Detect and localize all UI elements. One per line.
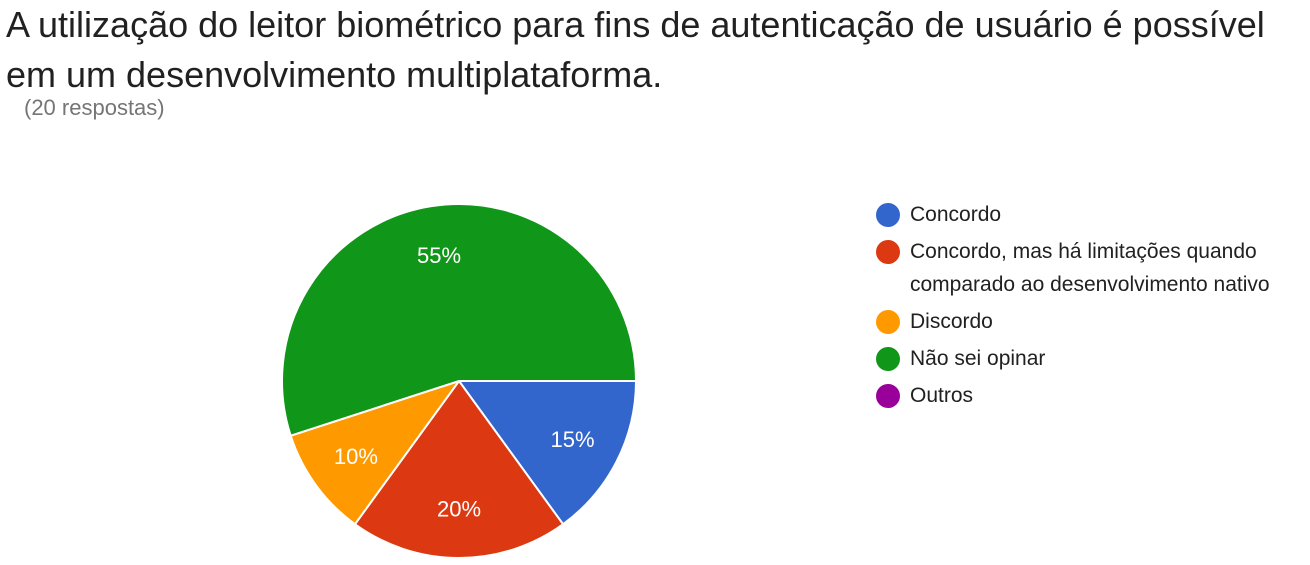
response-count: (20 respostas) bbox=[24, 95, 165, 120]
legend-item: Outros bbox=[875, 379, 1305, 412]
legend-swatch-icon bbox=[876, 310, 900, 334]
legend-label: Concordo bbox=[910, 203, 1002, 226]
slice-label-3: 55% bbox=[417, 243, 461, 268]
legend-swatch-icon bbox=[876, 240, 900, 264]
legend-item: Concordo bbox=[875, 198, 1305, 231]
legend-swatch-icon bbox=[876, 384, 900, 408]
slice-label-0: 15% bbox=[551, 427, 595, 452]
chart-title: A utilização do leitor biométrico para f… bbox=[6, 4, 1265, 95]
pie-slice-3 bbox=[281, 203, 638, 437]
legend-item: Discordo bbox=[875, 305, 1305, 338]
legend-label: Não sei opinar bbox=[910, 347, 1046, 370]
pie-slice-1 bbox=[353, 379, 565, 559]
legend-label: Discordo bbox=[910, 310, 993, 333]
slice-label-2: 10% bbox=[334, 444, 378, 469]
pie-slice-0 bbox=[457, 380, 638, 526]
chart-legend: Concordo Concordo, mas há limitações quan… bbox=[875, 198, 1305, 416]
slice-label-1: 20% bbox=[437, 496, 481, 521]
legend-swatch-icon bbox=[876, 203, 900, 227]
legend-item: Não sei opinar bbox=[875, 342, 1305, 375]
legend-swatch-icon bbox=[876, 347, 900, 371]
legend-label: Outros bbox=[910, 384, 974, 407]
pie-slice-2 bbox=[289, 379, 462, 526]
legend-label: Concordo, mas há limitações quando compa… bbox=[910, 240, 1270, 296]
legend-item: Concordo, mas há limitações quando compa… bbox=[875, 235, 1305, 301]
pie-labels: 15% 20% 10% 55% bbox=[334, 243, 595, 521]
pie-slices bbox=[281, 203, 638, 559]
